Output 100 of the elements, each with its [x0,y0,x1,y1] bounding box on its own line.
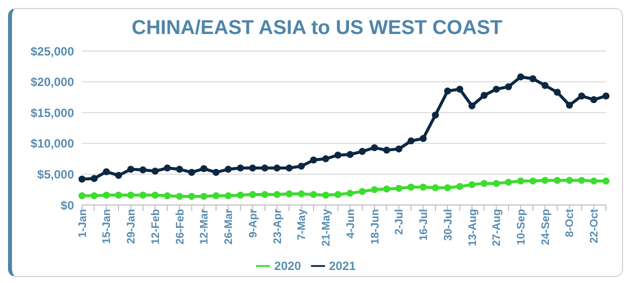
point [554,176,561,184]
point [261,164,268,172]
x-tick-label: 30-Jul [442,209,454,241]
point [334,191,342,198]
point [152,168,159,175]
x-tick-label: 7-May [296,208,308,240]
point [139,166,146,174]
point [164,192,171,200]
point [139,192,146,199]
point [383,185,390,192]
x-tick-label: 18-Jun [369,208,382,244]
point [115,172,122,179]
point [370,186,378,194]
point [224,166,232,173]
x-tick-label: 10-Sep [516,208,528,246]
x-tick-label: 21-May [320,208,333,246]
point [310,156,318,164]
y-tick-label: $10,000 [30,136,74,151]
point [578,92,586,100]
point [322,155,330,162]
y-tick-label: $15,000 [30,106,74,120]
point [236,192,244,199]
y-tick-label: $20,000 [30,75,74,90]
x-tick-label: 1-Jan [76,208,89,238]
point [298,190,305,198]
point [432,112,439,119]
x-tick-label: 23-Apr [272,208,284,244]
point [90,192,98,200]
x-tick-label: 12-Mar [198,208,211,244]
point [188,192,196,200]
point [566,102,573,109]
point [468,181,476,188]
x-tick-label: 26-Feb [174,208,186,244]
point [273,191,280,198]
point [492,180,500,187]
point [456,86,464,93]
y-tick-label: $5,000 [37,167,74,182]
point [115,192,122,199]
point [505,178,512,186]
chart-title: CHINA/EAST ASIA to US WEST COAST [130,17,504,41]
point [90,175,98,182]
point [127,166,134,173]
point [188,168,196,176]
x-tick-label: 13-Aug [466,209,479,246]
point [370,144,378,152]
point [554,88,561,96]
point [78,192,86,200]
x-tick-label: 4-Jun [344,208,357,238]
point [432,184,439,192]
x-tick-label: 15-Jan [101,208,114,244]
point [480,92,488,99]
x-tick-label: 9-Apr [247,208,260,238]
legend-label: 2020 [274,259,301,273]
point [468,102,476,110]
point [286,190,293,198]
point [529,177,536,184]
x-tick-label: 26-Mar [223,208,236,244]
point [358,148,366,155]
x-tick-label: 2-Jul [394,209,406,235]
point [358,188,366,195]
point [127,192,134,199]
point [529,75,536,82]
point [152,192,159,199]
point [322,192,330,199]
point [542,82,549,89]
point [286,164,293,172]
point [517,177,524,184]
point [346,150,354,158]
x-tick-label: 12-Feb [150,208,162,244]
point [164,164,171,172]
point [176,192,183,200]
point [212,168,220,176]
point [261,191,268,198]
point [200,165,208,172]
point [542,176,549,184]
point [334,152,342,159]
point [298,162,305,170]
point [224,192,232,200]
point [590,96,598,104]
point [395,184,402,192]
y-tick-label: $0 [60,198,74,212]
point [590,177,598,184]
point [444,88,452,95]
x-tick-label: 27-Aug [491,209,504,246]
point [517,73,524,80]
x-tick-label: 22-Oct [588,208,601,244]
point [444,184,452,192]
point [310,191,318,198]
point [249,164,256,172]
point [480,180,488,187]
point [78,176,86,183]
point [578,176,586,184]
x-tick-label: 8-Oct [564,208,576,238]
point [249,191,256,198]
point [566,176,573,184]
point [505,83,512,90]
y-tick-label: $25,000 [30,44,74,58]
legend-label: 2021 [329,259,356,273]
point [383,146,390,154]
point [420,184,427,191]
